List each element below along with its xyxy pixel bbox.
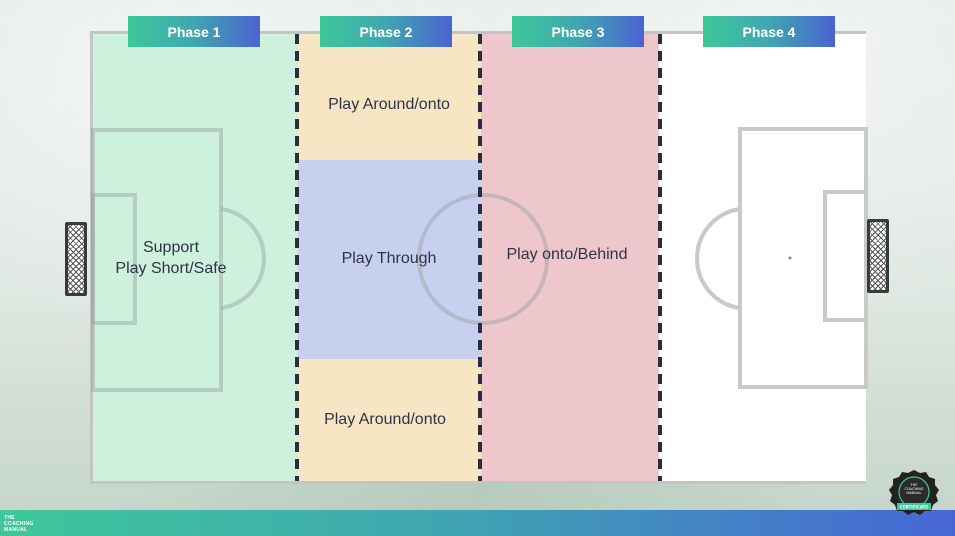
phase-1-label-line-1: Support [142, 239, 200, 256]
pitch-markings [91, 127, 868, 392]
phase-1-label: Support Play Short/Safe [96, 237, 246, 279]
badge-text-1: THE [910, 483, 918, 487]
right-goal [867, 219, 889, 293]
zone-divider-1 [295, 34, 299, 481]
phase-2-bottom-label: Play Around/onto [324, 411, 446, 428]
left-goal [65, 222, 87, 296]
left-penalty-box [91, 128, 223, 392]
centre-circle [417, 193, 549, 325]
right-penalty-box [738, 127, 868, 389]
football-pitch [90, 31, 868, 484]
phase-4-tab: Phase 4 [703, 16, 835, 47]
left-penalty-arc [220, 207, 266, 310]
certificate-badge-icon: THE COACHING MANUAL CERTIFICATE [889, 470, 939, 515]
badge-ribbon-text: CERTIFICATE [900, 504, 928, 509]
brand-logo: THE COACHING MANUAL [4, 515, 34, 533]
left-six-yard-box [91, 193, 137, 325]
phase-2-middle-zone [298, 160, 481, 359]
badge-text-2: COACHING [905, 487, 924, 491]
phase-3-label: Play onto/Behind [506, 246, 628, 263]
footer-bar [0, 510, 955, 536]
phase-2-tab: Phase 2 [320, 16, 452, 47]
phase-3-tab: Phase 3 [512, 16, 644, 47]
phase-1-zone [93, 34, 298, 481]
phase-2-middle-label: Play Through [341, 250, 437, 267]
phase-2-top-label: Play Around/onto [328, 96, 450, 113]
phase-1-label-line-2: Play Short/Safe [115, 260, 227, 277]
right-penalty-arc [695, 207, 741, 310]
zone-divider-3 [658, 34, 662, 481]
penalty-spot [788, 256, 792, 260]
right-six-yard-box [823, 190, 868, 322]
phase-3-zone [481, 34, 659, 481]
phase-1-tab: Phase 1 [128, 16, 260, 47]
badge-text-3: MANUAL [907, 491, 922, 495]
zone-divider-2 [478, 34, 482, 481]
phase-4-zone [659, 34, 866, 481]
